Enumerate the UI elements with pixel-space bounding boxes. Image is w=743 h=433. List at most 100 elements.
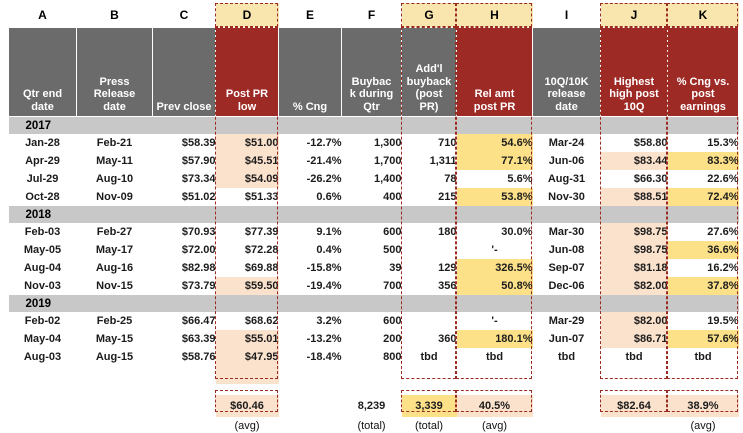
cell-J[interactable]: $88.51 xyxy=(600,188,668,206)
cell-E[interactable]: 0.4% xyxy=(316,244,342,256)
cell-C[interactable]: $72.00 xyxy=(181,244,216,256)
cell-E[interactable]: -18.4% xyxy=(306,351,342,363)
cell-K[interactable]: 36.6% xyxy=(667,241,739,259)
cell-K[interactable]: 22.6% xyxy=(707,173,739,185)
summary-cell-B[interactable] xyxy=(77,395,153,417)
column-letter-K[interactable]: K xyxy=(667,3,739,28)
column-letter-C[interactable]: C xyxy=(152,3,216,28)
cell-J[interactable]: $58.80 xyxy=(633,137,668,149)
cell-F[interactable]: 600 xyxy=(383,226,402,238)
cell-J[interactable]: $66.30 xyxy=(633,173,668,185)
cell-D[interactable]: $68.62 xyxy=(244,315,279,327)
column-header-E[interactable]: % Cng xyxy=(278,27,342,117)
cell-K[interactable]: 16.2% xyxy=(707,262,739,274)
cell-H[interactable]: 50.8% xyxy=(456,277,533,295)
cell-F[interactable]: 700 xyxy=(383,280,402,292)
cell-J[interactable]: $98.75 xyxy=(600,223,668,241)
column-letter-B[interactable]: B xyxy=(76,3,153,28)
cell-H[interactable]: 180.1% xyxy=(456,330,533,348)
cell-E[interactable] xyxy=(279,366,342,384)
column-letter-J[interactable]: J xyxy=(600,3,668,28)
cell-I[interactable]: Mar-24 xyxy=(548,137,585,149)
cell-E[interactable]: -12.7% xyxy=(306,137,342,149)
cell-K[interactable]: 27.6% xyxy=(707,226,739,238)
column-header-H[interactable]: Rel amt post PR xyxy=(456,27,533,117)
cell-B[interactable]: May-17 xyxy=(95,244,134,256)
cell-I[interactable]: Dec-06 xyxy=(548,280,585,292)
cell-F[interactable]: 800 xyxy=(383,351,402,363)
cell-B[interactable]: Feb-21 xyxy=(96,137,133,149)
cell-D[interactable]: $72.28 xyxy=(244,244,279,256)
cell-K[interactable]: tbd xyxy=(694,351,712,363)
cell-G[interactable]: 129 xyxy=(438,262,457,274)
cell-J[interactable]: $83.44 xyxy=(600,152,668,170)
cell-G[interactable]: 215 xyxy=(438,191,457,203)
column-letter-E[interactable]: E xyxy=(278,3,342,28)
cell-A[interactable]: Jul-29 xyxy=(26,173,59,185)
cell-D[interactable]: $55.01 xyxy=(215,330,279,348)
cell-I[interactable]: tbd xyxy=(557,351,576,363)
year-label[interactable]: 2017 xyxy=(8,116,739,134)
column-header-I[interactable]: 10Q/10K release date xyxy=(532,27,601,117)
cell-A[interactable]: Feb-03 xyxy=(24,226,61,238)
cell-C[interactable]: $58.39 xyxy=(181,137,216,149)
cell-I[interactable]: Jun-06 xyxy=(548,155,585,167)
cell-A[interactable]: Oct-28 xyxy=(25,191,60,203)
cell-C[interactable] xyxy=(153,366,216,384)
cell-H[interactable]: 326.5% xyxy=(456,259,533,277)
column-letter-H[interactable]: H xyxy=(456,3,533,28)
cell-G[interactable]: 710 xyxy=(438,137,457,149)
cell-H[interactable]: 53.8% xyxy=(456,188,533,206)
column-header-G[interactable]: Add'l buyback (post PR) xyxy=(401,27,457,117)
summary-cell-K[interactable]: 38.9% xyxy=(667,395,739,417)
cell-I[interactable]: Aug-31 xyxy=(547,173,586,185)
cell-C[interactable]: $58.76 xyxy=(181,351,216,363)
column-header-B[interactable]: Press Release date xyxy=(76,27,153,117)
cell-I[interactable]: Mar-30 xyxy=(548,226,585,238)
cell-C[interactable]: $82.98 xyxy=(181,262,216,274)
cell-D[interactable]: $77.39 xyxy=(244,226,279,238)
cell-H[interactable] xyxy=(457,366,533,384)
cell-C[interactable]: $63.39 xyxy=(181,333,216,345)
cell-B[interactable]: Feb-25 xyxy=(96,315,133,327)
summary-cell-E[interactable] xyxy=(279,395,342,417)
year-label[interactable]: 2018 xyxy=(8,206,739,223)
cell-C[interactable]: $66.47 xyxy=(181,315,216,327)
cell-A[interactable]: Nov-03 xyxy=(24,280,61,292)
cell-B[interactable]: Aug-15 xyxy=(95,351,134,363)
year-label[interactable]: 2019 xyxy=(8,295,739,312)
cell-E[interactable]: 0.6% xyxy=(316,191,342,203)
cell-F[interactable]: 1,700 xyxy=(373,155,402,167)
cell-F[interactable]: 500 xyxy=(383,244,402,256)
cell-I[interactable]: Jun-07 xyxy=(548,333,585,345)
cell-D[interactable]: $45.51 xyxy=(215,152,279,170)
cell-E[interactable]: -26.2% xyxy=(306,173,342,185)
cell-K[interactable]: 37.8% xyxy=(667,277,739,295)
column-letter-A[interactable]: A xyxy=(8,3,77,28)
cell-J[interactable]: $81.18 xyxy=(600,259,668,277)
summary-cell-G[interactable]: 3,339 xyxy=(401,395,457,417)
cell-D[interactable]: $59.50 xyxy=(215,277,279,295)
cell-D[interactable]: $51.33 xyxy=(244,191,279,203)
cell-A[interactable] xyxy=(9,366,77,384)
summary-cell-J[interactable]: $82.64 xyxy=(600,395,668,417)
cell-A[interactable]: May-05 xyxy=(23,244,62,256)
cell-K[interactable] xyxy=(668,366,739,384)
cell-F[interactable]: 400 xyxy=(383,191,402,203)
cell-J[interactable]: $82.00 xyxy=(600,312,668,330)
summary-cell-F[interactable]: 8,239 xyxy=(357,400,386,412)
cell-I[interactable] xyxy=(533,366,601,384)
cell-C[interactable]: $70.93 xyxy=(181,226,216,238)
cell-H[interactable]: 5.6% xyxy=(507,173,533,185)
cell-H[interactable]: 54.6% xyxy=(456,134,533,152)
cell-F[interactable]: 1,400 xyxy=(373,173,402,185)
column-letter-F[interactable]: F xyxy=(341,3,402,28)
cell-A[interactable]: Feb-02 xyxy=(24,315,61,327)
cell-H[interactable]: '- xyxy=(491,244,498,256)
column-header-J[interactable]: Highest high post 10Q xyxy=(600,27,668,117)
cell-F[interactable]: 39 xyxy=(389,262,402,274)
cell-K[interactable]: 15.3% xyxy=(707,137,739,149)
cell-K[interactable]: 72.4% xyxy=(667,188,739,206)
cell-E[interactable]: 3.2% xyxy=(316,315,342,327)
column-header-D[interactable]: Post PR low xyxy=(215,27,279,117)
